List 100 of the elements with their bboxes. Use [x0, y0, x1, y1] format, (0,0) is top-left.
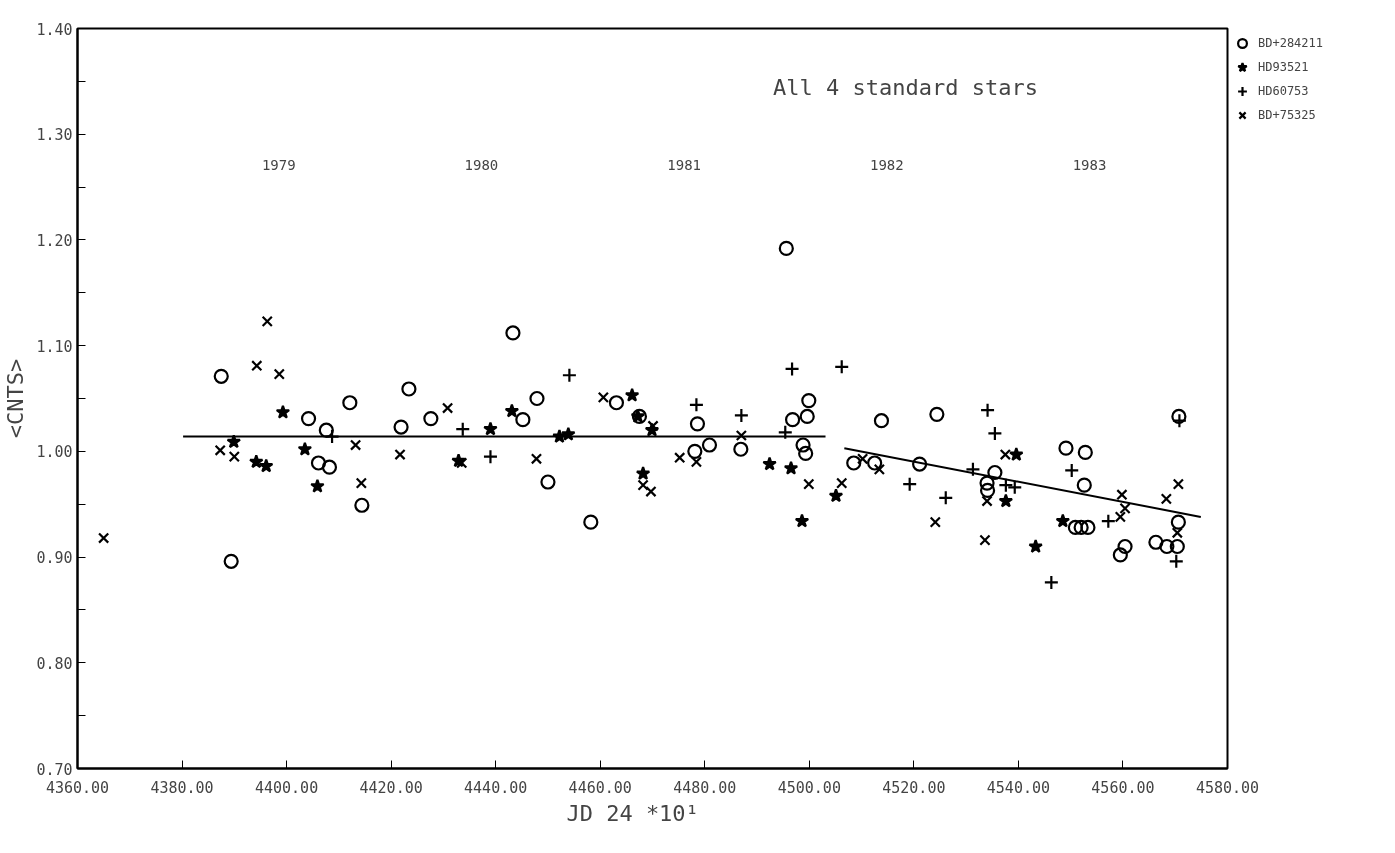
- point: [228, 450, 241, 463]
- point: [423, 411, 439, 427]
- point: [929, 406, 945, 422]
- point: [690, 456, 703, 468]
- point: [794, 513, 810, 528]
- point: [688, 397, 705, 413]
- point: [834, 359, 850, 375]
- point: [798, 445, 814, 462]
- point: [867, 455, 883, 471]
- point: [97, 532, 110, 544]
- point: [504, 403, 520, 418]
- point: [561, 367, 577, 383]
- point: [321, 459, 338, 475]
- point: [318, 422, 334, 438]
- point: [912, 456, 928, 472]
- y-tick-label: 1.00: [36, 443, 73, 462]
- point: [349, 439, 362, 451]
- point: [733, 441, 749, 457]
- x-tick-label: 4400.00: [254, 778, 319, 797]
- point: [223, 553, 239, 569]
- point: [540, 474, 556, 490]
- x-tick-label: 4460.00: [568, 778, 632, 797]
- point: [778, 240, 794, 256]
- annotation: 1981: [667, 157, 701, 174]
- point: [1168, 553, 1184, 569]
- point: [530, 453, 543, 465]
- point: [836, 477, 848, 489]
- point: [1077, 444, 1093, 460]
- point: [456, 457, 468, 469]
- x-tick-label: 4560.00: [1091, 778, 1155, 797]
- point: [394, 448, 406, 461]
- point: [624, 387, 640, 402]
- point: [635, 465, 651, 480]
- point: [1171, 408, 1187, 425]
- annotation: 1983: [1072, 157, 1107, 174]
- point: [701, 437, 718, 453]
- point: [801, 393, 817, 409]
- point: [1028, 538, 1043, 553]
- point: [213, 368, 229, 384]
- annotation: 1980: [464, 157, 499, 174]
- legend-label: BD+75325: [1258, 107, 1316, 124]
- point: [455, 421, 471, 437]
- legend-label: HD60753: [1258, 83, 1309, 100]
- point: [873, 413, 890, 429]
- point: [929, 516, 941, 528]
- y-tick-label: 0.80: [36, 654, 73, 673]
- point: [979, 475, 995, 491]
- x-tick-label: 4360.00: [45, 778, 110, 797]
- y-tick-label: 0.70: [36, 760, 73, 779]
- point: [1171, 527, 1184, 539]
- annotation: 1982: [869, 157, 904, 174]
- point: [1116, 489, 1128, 501]
- point: [799, 408, 815, 425]
- point: [355, 477, 368, 489]
- x-tick-label: 4440.00: [464, 778, 528, 797]
- point: [393, 419, 409, 435]
- y-axis-title: <CNTS>: [3, 358, 29, 439]
- point: [1112, 547, 1128, 563]
- point: [981, 495, 993, 507]
- point: [1119, 502, 1131, 515]
- point: [275, 404, 291, 419]
- point: [226, 434, 242, 449]
- x-tick-label: 4580.00: [1195, 778, 1260, 797]
- point: [762, 456, 777, 471]
- point: [803, 478, 815, 490]
- point: [687, 443, 703, 459]
- point: [1058, 440, 1074, 456]
- y-tick-label: 1.10: [36, 337, 73, 356]
- point: [608, 395, 625, 411]
- point: [1117, 538, 1133, 555]
- y-tick-label: 0.90: [36, 549, 73, 568]
- x-axis-title: JD 24 *10¹: [566, 800, 699, 826]
- point: [979, 402, 996, 418]
- y-tick-label: 1.30: [36, 126, 73, 145]
- point: [979, 482, 996, 499]
- x-tick-label: 4380.00: [150, 778, 214, 797]
- point: [1160, 493, 1173, 505]
- point: [261, 315, 273, 328]
- legend-label: HD93521: [1258, 59, 1309, 76]
- point: [441, 402, 454, 414]
- point: [297, 441, 313, 456]
- point: [795, 437, 811, 453]
- point: [965, 461, 981, 477]
- point: [987, 464, 1003, 481]
- point: [529, 390, 545, 407]
- point: [1148, 534, 1164, 550]
- point: [902, 476, 918, 492]
- point: [248, 454, 264, 469]
- x-tick-label: 4540.00: [986, 778, 1051, 797]
- point: [1170, 514, 1186, 530]
- x-tick-label: 4480.00: [673, 778, 737, 797]
- point: [1076, 477, 1092, 493]
- point: [873, 463, 886, 476]
- y-tick-label: 1.20: [36, 231, 73, 250]
- point: [637, 479, 649, 491]
- point: [300, 411, 317, 427]
- point: [310, 478, 325, 493]
- point: [483, 421, 498, 436]
- annotation: 1979: [261, 157, 296, 174]
- point: [1172, 478, 1185, 490]
